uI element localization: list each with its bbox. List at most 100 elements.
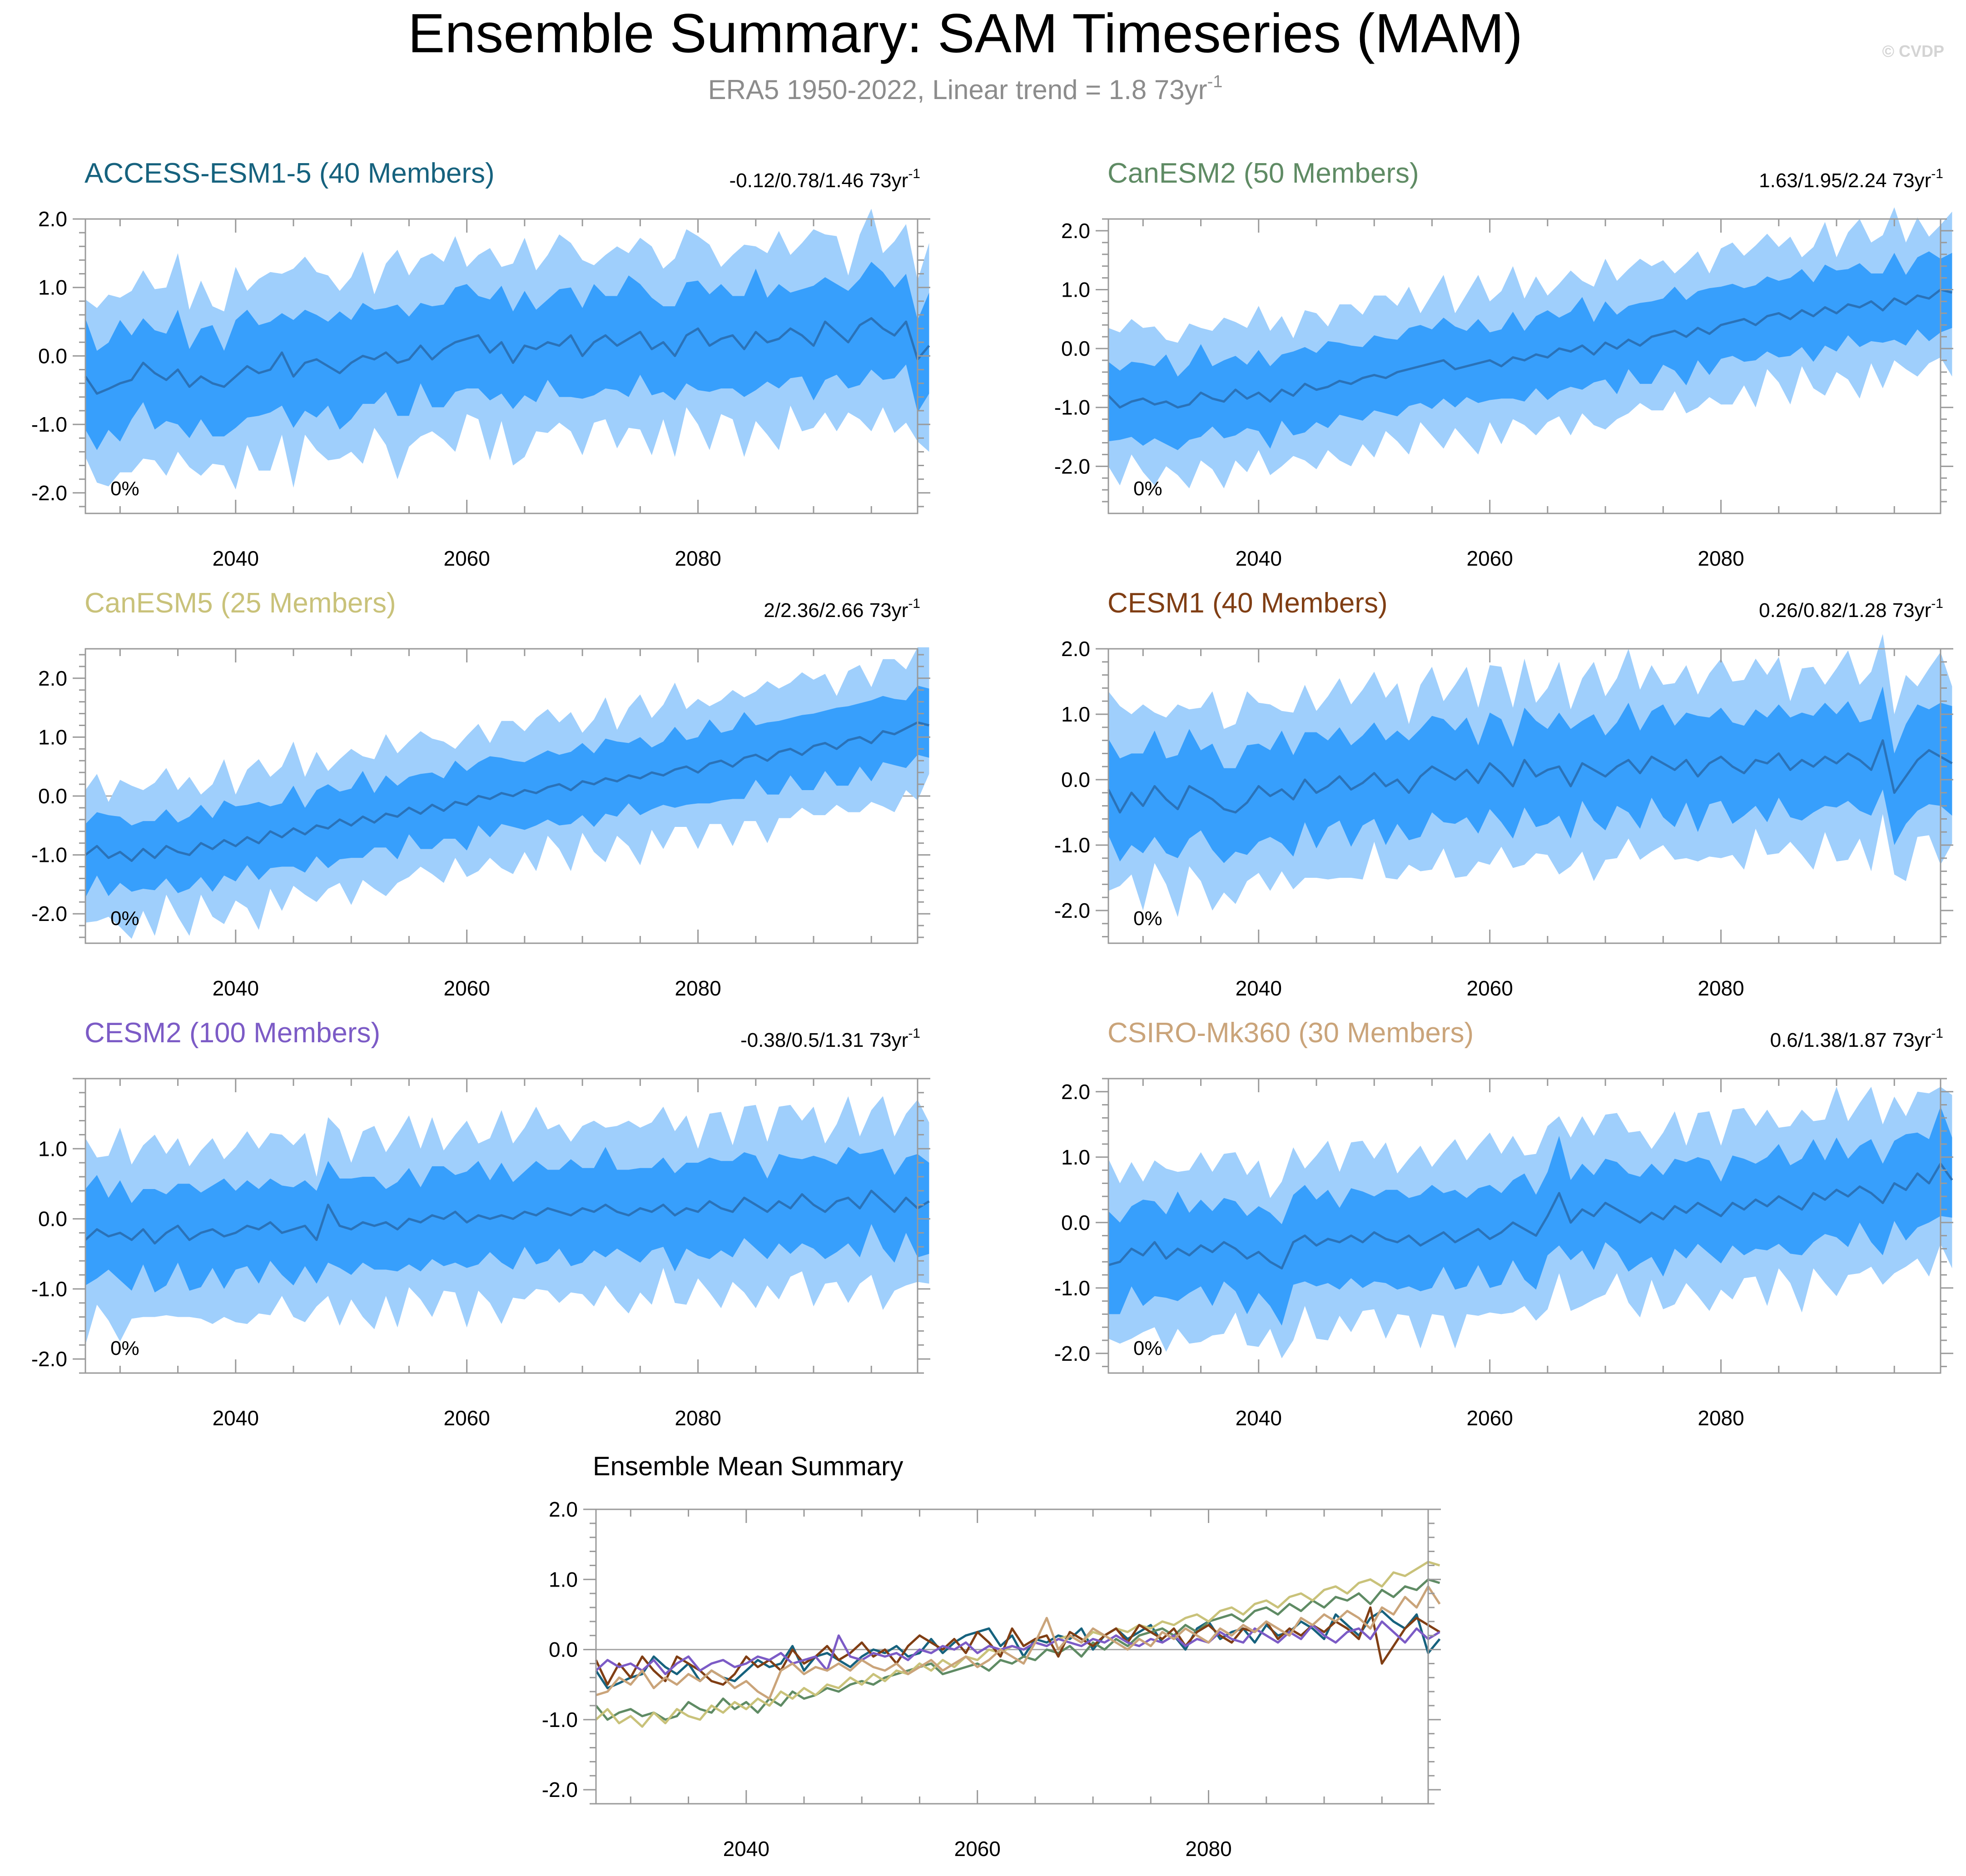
percent-label: 0% [1133,1337,1162,1359]
y-tick-label: 0.0 [549,1638,578,1662]
inner-spread-band [85,1147,929,1293]
trend-label: -0.12/0.78/1.46 73yr-1 [729,166,920,192]
x-tick-label: 2040 [213,547,259,570]
percent-label: 0% [110,907,139,930]
y-tick-label: -1.0 [31,1277,67,1301]
ensemble-mean-line [1107,289,1953,409]
ensemble-mean-line [84,1189,930,1245]
x-tick-label: 2060 [954,1837,1000,1861]
x-tick-label: 2080 [1698,547,1744,570]
y-tick-label: -2.0 [31,481,67,505]
trend-label: 2/2.36/2.66 73yr-1 [764,596,920,622]
x-tick-label: 2060 [1466,976,1513,1000]
figure-subtitle: ERA5 1950-2022, Linear trend = 1.8 73yr-… [708,72,1223,105]
y-tick-label: 1.0 [1061,702,1090,726]
percent-label: 0% [1133,478,1162,500]
plot-frame [84,1078,918,1374]
x-tick-label: 2080 [675,976,721,1000]
series-line-cesm1 [595,1606,1440,1686]
inner-spread-band [1108,251,1952,450]
trend-label: 1.63/1.95/2.24 73yr-1 [1759,166,1943,192]
y-tick-label: -2.0 [1054,899,1090,922]
trend-label: -0.38/0.5/1.31 73yr-1 [740,1026,920,1051]
y-tick-label: 0.0 [38,1207,67,1231]
x-tick-label: 2040 [213,976,259,1000]
trend-text: -0.12/0.78/1.46 73yr [729,169,908,192]
y-tick-label: 0.0 [38,784,67,808]
y-tick-label: 1.0 [38,725,67,749]
panel-cesm2: CESM2 (100 Members) -0.38/0.5/1.31 73yr-1… [31,1017,930,1430]
ensemble-mean-line [1107,739,1953,814]
y-tick-label: -1.0 [1054,1276,1090,1300]
trend-superscript: -1 [1931,1026,1943,1041]
trend-superscript: -1 [908,1026,920,1041]
x-tick-label: 2080 [1698,1406,1744,1430]
panel-canesm2: CanESM2 (50 Members) 1.63/1.95/2.24 73yr-… [1054,158,1953,570]
x-tick-label: 2040 [723,1837,770,1861]
y-tick-label: -2.0 [31,902,67,926]
percent-label: 0% [110,478,139,500]
cvdp-credit: © CVDP [1882,42,1944,60]
x-tick-label: 2080 [1185,1837,1231,1861]
y-tick-label: 0.0 [1061,1211,1090,1234]
panel-title: CESM2 (100 Members) [84,1017,380,1049]
percent-label: 0% [1133,907,1162,930]
y-tick-label: 2.0 [1061,219,1090,243]
y-tick-label: 1.0 [38,276,67,299]
x-tick-label: 2040 [213,1406,259,1430]
y-tick-label: 2.0 [38,667,67,690]
panel-title: CESM1 (40 Members) [1107,587,1388,619]
panel-access: ACCESS-ESM1-5 (40 Members) -0.12/0.78/1.4… [31,158,930,570]
panels: ACCESS-ESM1-5 (40 Members) -0.12/0.78/1.4… [31,158,1953,1861]
subtitle-superscript: -1 [1207,72,1223,91]
y-tick-label: -2.0 [542,1778,578,1801]
trend-superscript: -1 [1931,596,1943,611]
y-tick-label: 0.0 [1061,337,1090,360]
trend-label: 0.26/0.82/1.28 73yr-1 [1759,596,1943,622]
y-tick-label: -1.0 [31,843,67,867]
series-line-csiro [596,1585,1441,1700]
inner-spread-band [85,686,929,898]
inner-spread-band [1108,686,1952,863]
y-tick-label: -2.0 [31,1347,67,1371]
trend-text: 0.6/1.38/1.87 73yr [1770,1029,1931,1051]
y-tick-label: 2.0 [38,207,67,231]
x-tick-label: 2040 [1236,547,1282,570]
subtitle-text: ERA5 1950-2022, Linear trend = 1.8 73yr [708,75,1207,105]
trend-text: -0.38/0.5/1.31 73yr [740,1029,908,1051]
panel-title: CSIRO-Mk360 (30 Members) [1107,1017,1474,1049]
panel-title: Ensemble Mean Summary [593,1452,903,1481]
series-line-cesm2 [595,1620,1440,1676]
panel-ensemble-mean: Ensemble Mean Summary 2.0 1.0 0.0 -1.0 -2.0 20… [542,1452,1441,1861]
ensemble-mean-line [84,721,930,862]
trend-superscript: -1 [1931,166,1943,181]
y-tick-label: 0.0 [38,344,67,368]
y-tick-label: -1.0 [542,1708,578,1732]
y-tick-label: 1.0 [549,1567,578,1591]
plot-frame [1107,218,1941,514]
y-tick-label: -1.0 [1054,833,1090,857]
panel-cesm1: CESM1 (40 Members) 0.26/0.82/1.28 73yr-1 0… [1054,587,1953,1000]
figure-title: Ensemble Summary: SAM Timeseries (MAM) [408,2,1523,64]
trend-label: 0.6/1.38/1.87 73yr-1 [1770,1026,1943,1051]
plot-frame [1107,648,1941,944]
y-tick-label: 1.0 [1061,1145,1090,1169]
trend-superscript: -1 [908,596,920,611]
panel-title: CanESM5 (25 Members) [84,587,396,619]
x-tick-label: 2060 [443,547,490,570]
x-tick-label: 2060 [443,1406,490,1430]
y-tick-label: 2.0 [1061,1080,1090,1104]
x-tick-label: 2040 [1236,1406,1282,1430]
plot-frame [1107,1078,1941,1374]
x-tick-label: 2060 [443,976,490,1000]
y-tick-label: 1.0 [38,1137,67,1160]
x-tick-label: 2060 [1466,1406,1513,1430]
series-line-access [595,1610,1441,1689]
trend-text: 1.63/1.95/2.24 73yr [1759,169,1931,192]
y-tick-label: 0.0 [1061,768,1090,791]
percent-label: 0% [110,1337,139,1359]
ensemble-mean-line [84,317,930,395]
y-tick-label: 2.0 [549,1498,578,1521]
panel-canesm5: CanESM5 (25 Members) 2/2.36/2.66 73yr-1 0%… [31,587,930,1000]
